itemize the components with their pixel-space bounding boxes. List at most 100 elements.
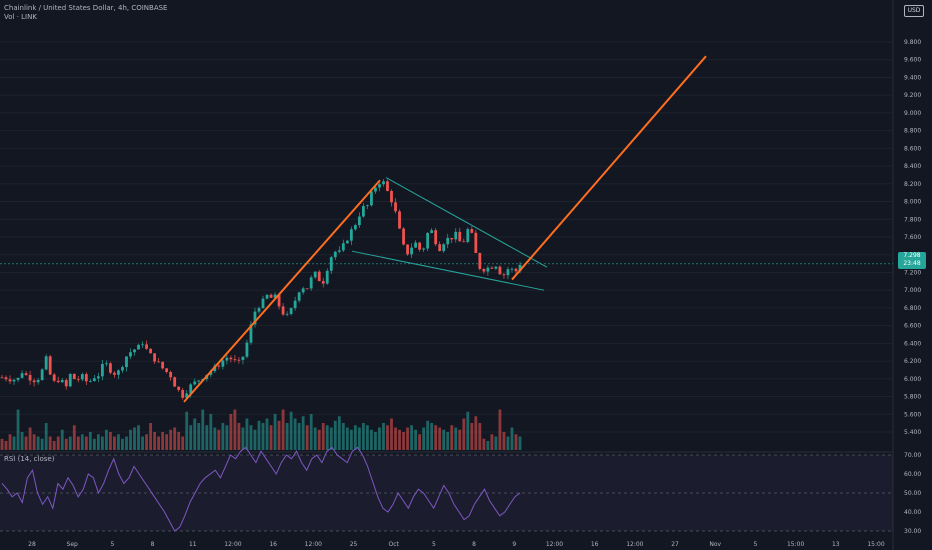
candle-body — [181, 389, 185, 398]
volume-bar — [450, 425, 454, 450]
candle-body — [353, 225, 357, 230]
volume-bar — [169, 429, 173, 450]
volume-bar — [100, 436, 104, 450]
candle-body — [482, 269, 486, 272]
candle-body — [366, 205, 369, 207]
candle-body — [498, 266, 502, 275]
volume-bar — [241, 427, 245, 450]
price-tick-label: 7.200 — [904, 269, 921, 276]
volume-bar — [422, 427, 426, 450]
volume-bar — [333, 420, 337, 450]
volume-bar — [165, 434, 169, 450]
volume-bar — [285, 423, 289, 450]
volume-bar — [253, 429, 257, 450]
price-tick-label: 5.800 — [904, 394, 921, 401]
candle-body — [20, 373, 24, 378]
candle-body — [117, 370, 120, 375]
price-tick-label: 7.000 — [904, 287, 921, 294]
price-tick-label: 7.600 — [904, 234, 921, 241]
candle-body — [349, 229, 353, 241]
candle-body — [486, 267, 490, 272]
volume-bar — [28, 427, 32, 450]
currency-button[interactable]: USD — [904, 5, 924, 17]
candle-body — [277, 294, 281, 307]
trend-line-projection — [511, 55, 707, 281]
volume-bar — [245, 418, 249, 450]
candle-body — [241, 356, 245, 360]
time-tick-label: 25 — [350, 541, 358, 548]
volume-bar — [474, 416, 478, 450]
candle-body — [137, 344, 140, 350]
volume-bar — [506, 436, 510, 450]
price-tick-label: 9.000 — [904, 110, 921, 117]
candle-body — [506, 269, 510, 276]
price-tick-label: 6.200 — [904, 358, 921, 365]
volume-bar — [482, 438, 486, 450]
volume-bar — [88, 432, 92, 450]
candle-body — [24, 373, 28, 376]
rsi-tick-label: 70.00 — [904, 452, 921, 459]
candle-body — [28, 375, 32, 381]
price-tick-label: 8.000 — [904, 199, 921, 206]
candle-body — [438, 244, 442, 252]
time-tick-label: 8 — [151, 541, 155, 548]
volume-bar — [293, 418, 297, 450]
candle-body — [478, 253, 482, 270]
candle-body — [68, 373, 72, 387]
candle-body — [345, 240, 349, 244]
volume-bar — [149, 423, 152, 450]
time-tick-label: 12:00 — [626, 541, 643, 548]
time-tick-label: 5 — [754, 541, 758, 548]
candle-body — [301, 288, 305, 293]
candle-body — [4, 377, 8, 380]
candle-body — [253, 311, 257, 325]
candle-body — [426, 232, 430, 249]
time-tick-label: 15:00 — [867, 541, 884, 548]
volume-indicator-label[interactable]: Vol · LINK — [4, 13, 37, 21]
time-tick-label: 12:00 — [224, 541, 241, 548]
volume-bar — [382, 423, 385, 450]
candle-body — [518, 264, 522, 272]
volume-bar — [24, 436, 28, 450]
volume-bar — [438, 427, 442, 450]
volume-bar — [76, 436, 80, 450]
candle-body — [325, 270, 329, 284]
volume-bar — [273, 414, 277, 450]
volume-bar — [213, 427, 217, 450]
candle-body — [474, 232, 478, 254]
symbol-title[interactable]: Chainlink / United States Dollar, 4h, CO… — [4, 4, 168, 12]
time-tick-label: 5 — [432, 541, 436, 548]
candle-body — [281, 306, 285, 315]
candle-body — [502, 274, 506, 276]
candle-body — [149, 348, 152, 354]
volume-bar — [261, 423, 265, 450]
rsi-indicator-label[interactable]: RSI (14, close) — [4, 455, 55, 463]
candle-body — [410, 247, 413, 255]
rsi-tick-label: 60.00 — [904, 471, 921, 478]
candle-body — [494, 266, 498, 269]
volume-bar — [249, 425, 253, 450]
candle-body — [305, 288, 309, 290]
candle-body — [76, 379, 80, 380]
volume-bar — [426, 420, 430, 450]
volume-bar — [514, 434, 518, 450]
volume-bar — [32, 434, 36, 450]
volume-bar — [374, 432, 377, 450]
candle-body — [390, 190, 393, 203]
volume-bar — [418, 434, 422, 450]
candle-body — [257, 308, 261, 312]
volume-bar — [64, 438, 68, 450]
candle-body — [490, 267, 494, 269]
candle-body — [96, 376, 100, 379]
candle-body — [229, 357, 233, 360]
candle-body — [153, 353, 156, 362]
candle-body — [92, 378, 96, 382]
candle-body — [442, 244, 446, 252]
candle-body — [48, 356, 52, 375]
volume-bar — [229, 414, 233, 450]
volume-bar — [430, 423, 434, 450]
volume-bar — [84, 436, 88, 450]
candle-body — [466, 229, 470, 242]
volume-bar — [394, 427, 397, 450]
